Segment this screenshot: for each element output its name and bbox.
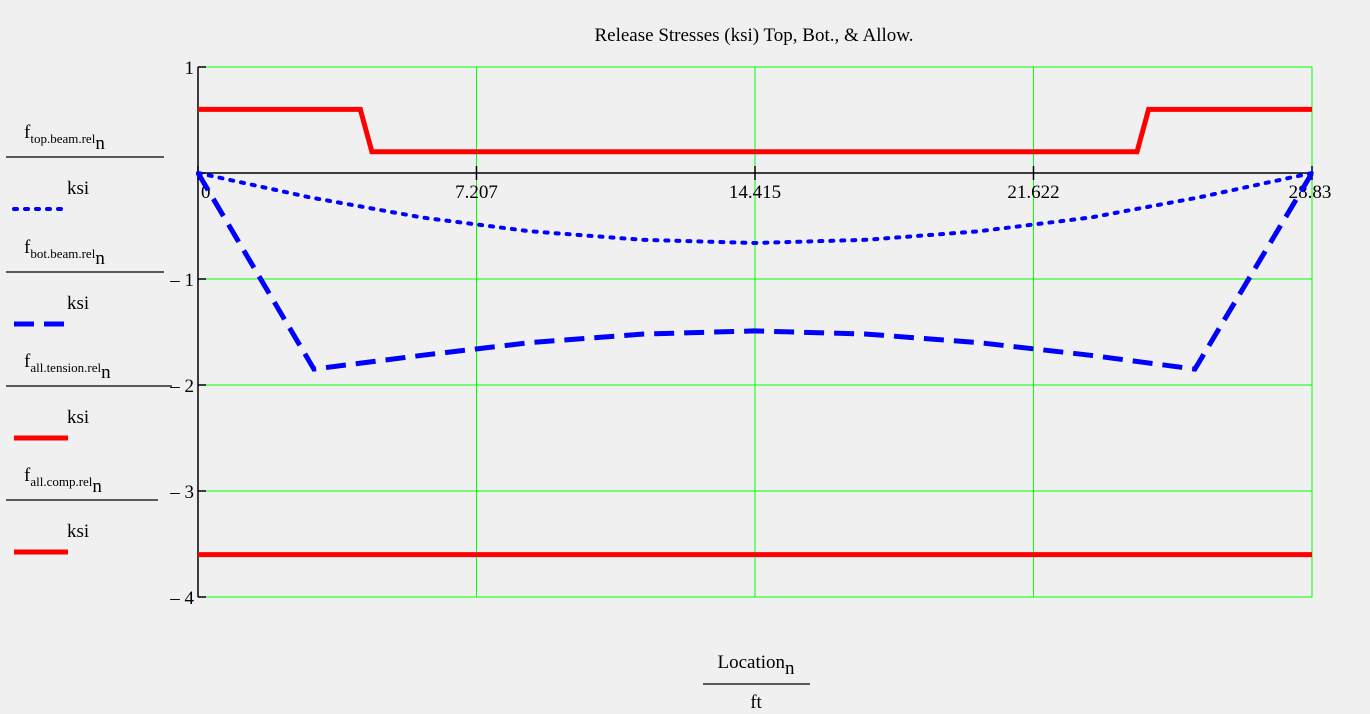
series-line-top-beam-rel: [196, 171, 1314, 246]
legend-unit: ksi: [67, 521, 89, 542]
y-tick-label: – 3: [169, 482, 194, 503]
legend: ftop.beam.reln ksi fbot.beam.reln ksi fall.t…: [6, 122, 172, 555]
y-tick-labels: 1 – 1 – 2 – 3 – 4: [169, 58, 194, 609]
x-tick-labels: 0 7.207 14.415 21.622 28.83: [201, 182, 1331, 203]
legend-unit: ksi: [67, 293, 89, 314]
legend-label: fall.tension.reln: [24, 351, 111, 383]
axes: [197, 66, 1313, 598]
x-label-unit: ft: [750, 692, 762, 713]
y-tick-label: – 2: [169, 376, 194, 397]
x-axis-label: Locationn ft: [703, 652, 810, 713]
x-label-name: Locationn: [717, 652, 795, 679]
y-tick-label: – 4: [169, 588, 194, 609]
x-tick-label: 0: [201, 182, 211, 203]
series-lines: [195, 106, 1315, 558]
x-tick-label: 14.415: [729, 182, 781, 203]
legend-unit: ksi: [67, 178, 89, 199]
series-line-bot-beam-rel: [195, 171, 1315, 372]
series-line-all-tension-rel: [198, 106, 1312, 155]
x-tick-label: 28.83: [1289, 182, 1332, 203]
y-tick-label: 1: [185, 58, 195, 79]
x-tick-label: 21.622: [1007, 182, 1059, 203]
legend-label: fall.comp.reln: [24, 465, 102, 497]
chart-title: Release Stresses (ksi) Top, Bot., & Allo…: [594, 25, 913, 46]
legend-label: ftop.beam.reln: [24, 122, 105, 154]
y-tick-label: – 1: [169, 270, 194, 291]
x-tick-label: 7.207: [455, 182, 498, 203]
legend-label: fbot.beam.reln: [24, 237, 105, 269]
legend-unit: ksi: [67, 407, 89, 428]
